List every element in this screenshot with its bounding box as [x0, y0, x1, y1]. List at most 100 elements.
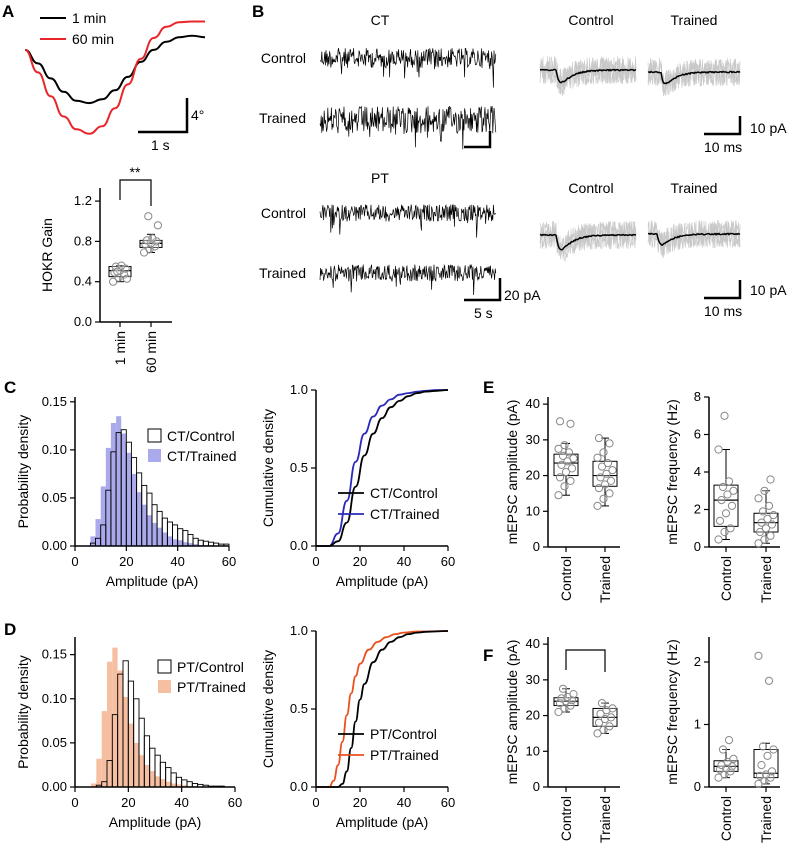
data-point: [557, 460, 566, 469]
data-point: [754, 539, 763, 548]
significance-bracket: [119, 179, 152, 206]
legend-label-control: PT/Control: [370, 726, 437, 742]
data-point: [597, 699, 607, 708]
legend-label-trained: CT/Trained: [167, 448, 237, 464]
data-point: [758, 742, 768, 751]
cdf-line-trained: [316, 630, 449, 788]
legend-label-trained: PT/Trained: [370, 747, 439, 763]
x-tick-label: 40: [397, 554, 411, 569]
bar-trained: [107, 661, 113, 787]
y-tick-label: 0: [694, 779, 701, 794]
y-axis-label: mEPSC amplitude (pA): [504, 400, 520, 545]
scale-label-ct-avg-y: 10 pA: [750, 120, 787, 136]
data-point: [602, 706, 611, 715]
y-tick-label: 0.0: [290, 779, 308, 794]
data-point: [726, 524, 735, 533]
panel-label-e: E: [483, 378, 494, 397]
row-label-pt-trained: Trained: [259, 265, 306, 281]
bar-trained: [123, 697, 129, 787]
data-point: [769, 745, 778, 754]
data-point: [144, 212, 153, 221]
data-point: [560, 441, 569, 450]
x-tick-label: Trained: [758, 556, 774, 603]
x-tick-label: 0: [71, 554, 78, 569]
y-tick-label: 0.10: [42, 691, 67, 706]
bar-trained: [146, 515, 152, 546]
data-point: [727, 501, 737, 510]
bar-trained: [155, 776, 161, 787]
event-ct-control-sweeps: [539, 56, 637, 97]
bar-trained: [165, 781, 171, 787]
data-point: [554, 707, 563, 717]
y-tick-label: 6: [694, 427, 701, 442]
y-tick-label: 0.0: [290, 538, 308, 553]
y-axis-label: Probability density: [15, 655, 31, 769]
y-tick-label: 40: [526, 396, 540, 411]
bar-trained: [139, 755, 145, 787]
x-tick-label: Trained: [758, 796, 774, 843]
data-point: [764, 501, 774, 510]
scale-bar-pt-trace: [464, 278, 502, 302]
data-point: [769, 510, 778, 520]
data-point: [724, 736, 734, 745]
data-point: [608, 704, 617, 713]
bar-trained: [187, 543, 193, 546]
data-point: [121, 264, 130, 273]
x-tick-label: Trained: [597, 796, 613, 843]
bar-trained: [181, 785, 187, 787]
y-tick-label: 0.5: [290, 701, 308, 716]
y-axis-label: HOKR Gain: [39, 218, 55, 292]
bar-trained: [91, 783, 97, 787]
x-tick-label: 20: [119, 554, 133, 569]
bar-trained: [141, 504, 147, 546]
significance-bracket: [565, 649, 606, 672]
data-point: [593, 501, 602, 510]
data-point: [715, 765, 725, 774]
data-point: [594, 434, 604, 443]
data-point: [723, 490, 732, 499]
pt-mepsc-amplitude-boxplot: mEPSC amplitude (pA) 0 10 20 30 40 Control Trai…: [504, 636, 620, 843]
y-tick-label: 1.0: [290, 382, 308, 397]
y-tick-label: 10: [526, 743, 540, 758]
data-point: [596, 473, 605, 482]
ct-amplitude-histogram: 0 20 40 60 0.00 0.05 0.10 0.15 Amplitude (pA) Pro…: [15, 394, 237, 589]
legend-label-1min: 1 min: [72, 10, 106, 26]
data-point: [720, 527, 729, 537]
bar-trained: [160, 779, 166, 787]
data-point: [153, 221, 162, 230]
bar-trained: [105, 447, 111, 546]
legend-label-trained: PT/Trained: [177, 679, 246, 695]
data-point: [554, 444, 563, 453]
ct-cumulative-density: 0 20 40 60 0.0 0.5 1.0 Amplitude (pA) Cumulative…: [260, 382, 455, 589]
y-tick-label: 0.05: [42, 735, 67, 750]
y-tick-label: 0.00: [42, 779, 67, 794]
data-point: [720, 411, 729, 420]
data-point: [566, 419, 575, 428]
row-label-pt-control: Control: [261, 205, 306, 221]
data-point: [594, 718, 604, 727]
y-axis-label: Cumulative density: [260, 650, 276, 768]
hokr-gain-plot: HOKR Gain ** 0.0 0.4 0.8 1.2 1 min 60 min: [39, 164, 172, 373]
data-point: [600, 480, 610, 489]
bar-trained: [157, 527, 163, 546]
data-point: [599, 494, 608, 503]
x-tick-label: Control: [718, 556, 734, 601]
legend-label-trained: CT/Trained: [370, 506, 440, 522]
panel-label-f: F: [483, 646, 493, 665]
x-tick-label: Control: [558, 556, 574, 601]
bar-trained: [90, 536, 96, 546]
data-point: [597, 462, 607, 471]
data-point: [755, 527, 765, 537]
data-point: [718, 745, 728, 754]
event-ct-trained-sweeps: [647, 58, 741, 97]
y-axis-label: Cumulative density: [260, 409, 276, 527]
x-axis-label: Amplitude (pA): [109, 814, 202, 830]
data-point: [606, 713, 616, 722]
y-axis-label: mEPSC frequency (Hz): [664, 399, 680, 544]
legend-label-control: CT/Control: [370, 485, 438, 501]
data-point: [564, 448, 574, 457]
data-point: [596, 709, 605, 718]
data-point: [593, 453, 602, 462]
y-tick-label: 0.8: [74, 233, 92, 248]
event-ct-trained-average: [647, 70, 741, 85]
